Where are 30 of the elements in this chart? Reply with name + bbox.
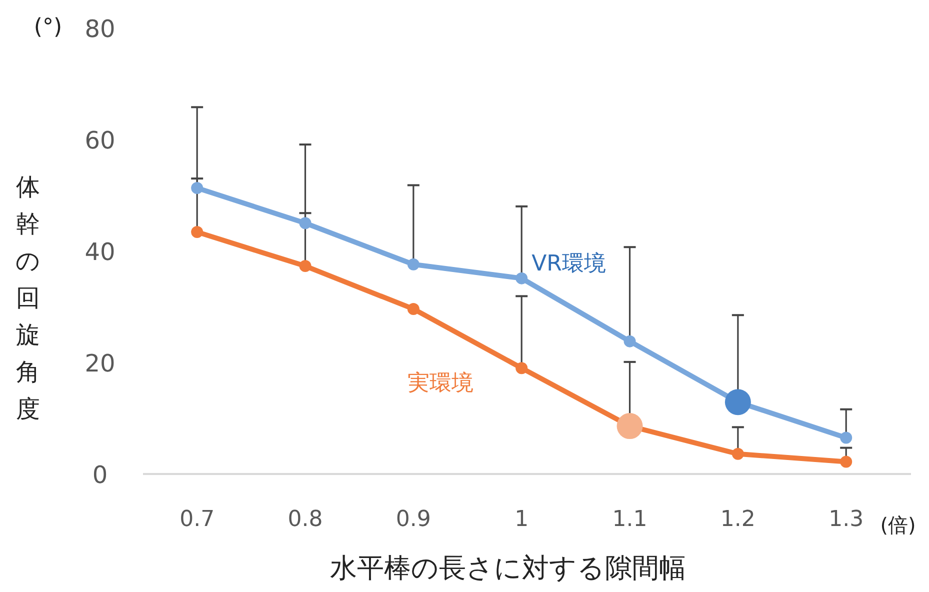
point (191, 226, 204, 238)
point (516, 362, 528, 374)
x-axis-title: 水平棒の長さに対する隙間幅 (330, 553, 686, 584)
point (407, 302, 420, 315)
text: (倍) (880, 513, 916, 537)
point (840, 456, 852, 468)
y-axis-title: 体幹の回旋角度 (16, 173, 40, 423)
y-tick-label: 20 (84, 350, 116, 378)
x-tick-label: 1.3 (828, 507, 864, 532)
point (624, 335, 636, 348)
x-tick-label: 1.1 (612, 507, 648, 532)
point (516, 272, 528, 284)
point (732, 448, 744, 460)
y-tick-label: 60 (84, 126, 116, 154)
point (407, 258, 420, 270)
x-tick-label: 1 (514, 507, 529, 532)
x-tick-label: 1.2 (720, 507, 756, 532)
point (299, 217, 312, 230)
y-tick-label: 40 (84, 238, 116, 266)
x-tick-label: 0.9 (396, 507, 431, 532)
point (840, 432, 852, 444)
y-tick-label: 0 (92, 461, 108, 489)
x-tick-label: 0.7 (180, 507, 215, 532)
y-tick-label: 80 (84, 15, 116, 43)
text: (°) (34, 15, 62, 40)
point (299, 260, 312, 272)
series-label: 実環境 (408, 371, 474, 396)
x-tick-label: 0.8 (288, 507, 323, 532)
point (191, 182, 204, 194)
series-label: VR環境 (532, 251, 606, 276)
